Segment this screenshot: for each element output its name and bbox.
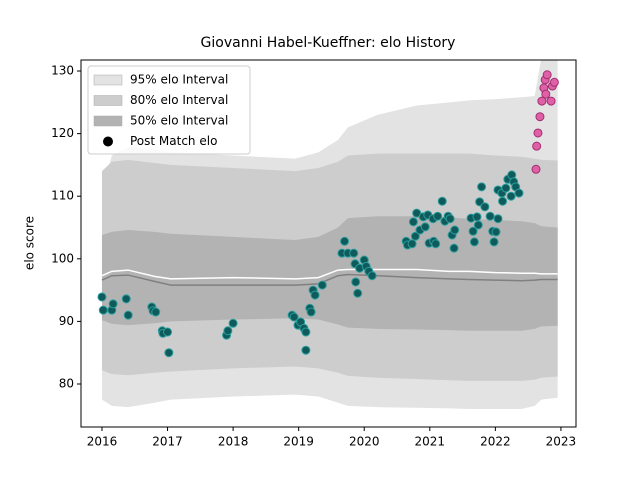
match-point [514,188,524,198]
plot-area [97,60,559,410]
match-point [477,182,487,192]
match-point [469,237,479,247]
match-point [228,318,238,328]
match-point [108,299,118,309]
x-tick-label: 2022 [480,435,511,449]
match-point [408,217,418,227]
match-point [301,327,311,337]
match-point [472,212,482,222]
match-point [223,326,233,336]
match-point [433,211,443,221]
elo-line [101,273,558,286]
y-tick-label: 110 [51,189,74,203]
y-tick-label: 90 [59,314,74,328]
match-point [535,112,545,122]
match-point [449,243,459,253]
match-point [353,288,363,298]
legend-marker [103,136,113,147]
match-point [437,196,447,206]
legend-label: 50% elo Interval [130,114,228,128]
match-point [289,312,299,322]
legend-swatch [93,95,123,106]
match-point [151,307,161,317]
x-tick-label: 2019 [283,435,314,449]
match-point [541,89,551,99]
match-point [97,292,107,302]
match-point [301,345,311,355]
y-axis-label: elo score [23,216,37,270]
match-point [410,231,420,241]
match-point [491,227,501,237]
match-point [431,239,441,249]
legend-swatch [93,115,123,127]
match-point [537,96,547,106]
match-point [351,277,361,287]
match-point [531,164,541,174]
legend-label: 80% elo Interval [130,93,228,107]
y-tick-label: 120 [51,126,74,140]
match-point [506,191,516,201]
legend-label: 95% elo Interval [130,73,228,87]
chart-title: Giovanni Habel-Kueffner: elo History [201,35,456,51]
match-point [493,214,503,224]
x-tick-label: 2023 [546,435,577,449]
legend-label: Post Match elo [130,134,217,148]
legend: 95% elo Interval 80% elo Interval 50% elo … [87,65,251,155]
match-point [485,211,495,221]
match-point [542,70,552,80]
match-point [420,222,430,232]
match-point [480,202,490,212]
match-point [407,239,417,249]
match-point [123,310,133,320]
match-point [546,96,556,106]
match-point [498,196,508,206]
match-point [306,307,316,317]
match-point [98,305,108,315]
match-point [121,294,131,304]
x-tick-label: 2020 [349,435,380,449]
match-point [549,77,559,87]
match-point [532,141,542,151]
match-point [163,327,173,337]
axes-frame [80,59,577,428]
match-point [317,280,327,290]
match-point [450,225,460,235]
x-tick-label: 2018 [218,435,249,449]
match-point [489,237,499,247]
match-point [468,226,478,236]
match-point [367,271,377,281]
match-point [349,248,359,258]
axes: 2016 2017 2018 2019 2020 2021 2022 2023 80 90 100 1… [51,64,576,449]
legend-box [87,65,251,155]
match-point [310,290,320,300]
match-point [412,208,422,218]
match-point [533,128,543,138]
legend-swatch [93,74,123,86]
y-tick-label: 100 [51,251,74,265]
y-tick-label: 80 [59,376,74,390]
match-point [164,348,174,358]
x-tick-label: 2016 [87,435,118,449]
y-tick-label: 130 [51,64,74,78]
match-point [473,220,483,230]
match-point [340,236,350,246]
match-point [501,183,511,193]
x-tick-label: 2017 [152,435,183,449]
x-tick-label: 2021 [415,435,446,449]
match-point [445,214,455,224]
elo-line [101,268,558,280]
